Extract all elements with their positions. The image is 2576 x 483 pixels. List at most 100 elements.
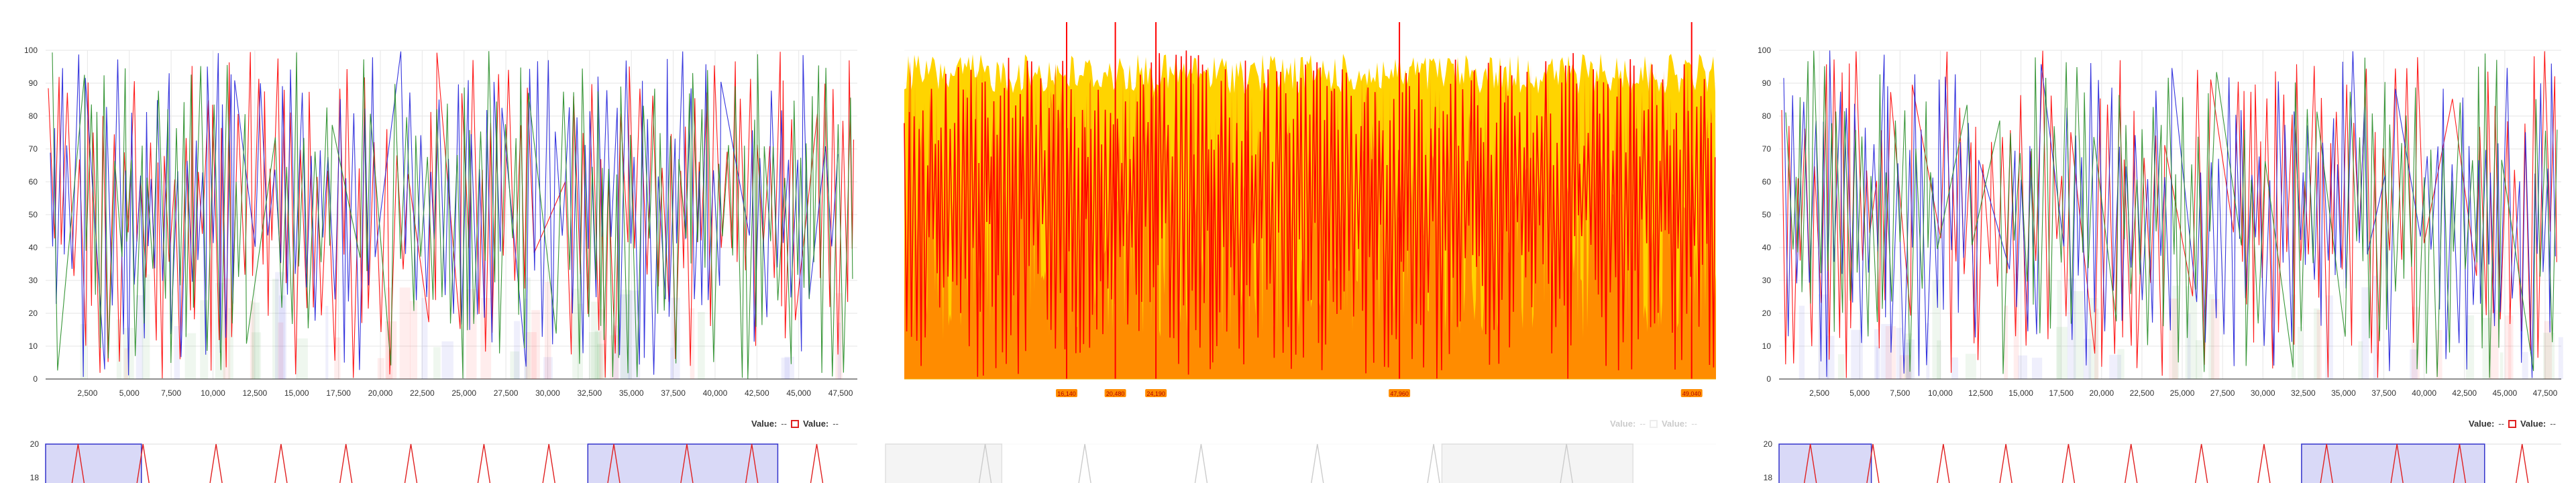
y-tick-label: 80 [1762, 111, 1772, 121]
legend-value: -- [2498, 419, 2504, 429]
x-tick-label: 40,000 [2412, 388, 2436, 398]
navigator-selection[interactable] [1779, 444, 1872, 483]
x-tick-label: 2,500 [1809, 388, 1829, 398]
line-chart-left[interactable]: 0 10 20 30 40 50 60 70 80 90 100 2,500 5,000 7,500 10,… [24, 46, 857, 398]
area-band [670, 347, 673, 379]
navigator-spike [1937, 444, 1949, 483]
area-band [610, 335, 619, 379]
x-tick-label: 12,500 [243, 388, 268, 398]
area-band [2032, 358, 2042, 379]
navigator-spike [405, 444, 417, 483]
area-band [421, 298, 427, 379]
y-tick-label: 10 [1762, 341, 1772, 351]
y-tick-label: 20 [29, 309, 38, 318]
navigator-spike [2516, 444, 2528, 483]
navigator-selection[interactable] [588, 444, 777, 483]
x-tick-label: 47,500 [828, 388, 853, 398]
y-tick-label: 10 [29, 341, 38, 351]
legend-middle: Value: -- Value: -- [1610, 419, 1697, 429]
area-band [1951, 358, 1958, 379]
y-tick-label: 90 [1762, 78, 1772, 88]
x-tick-label: 32,500 [577, 388, 602, 398]
area-band [378, 358, 384, 379]
x-tick-label: 17,500 [326, 388, 351, 398]
line-chart-right[interactable]: 0 10 20 30 40 50 60 70 80 90 100 2,500 5,000 7,500 10,… [1758, 46, 2563, 398]
navigator-y-tick: 20 [30, 439, 40, 449]
legend-value-2: -- [833, 419, 839, 429]
area-band [2074, 291, 2084, 379]
area-band [1932, 280, 1939, 379]
y-tick-label: 80 [29, 111, 38, 121]
navigator-spike [1195, 444, 1207, 483]
y-tick-label: 40 [1762, 243, 1772, 252]
legend-value-2: -- [2550, 419, 2556, 429]
area-band [784, 357, 794, 379]
area-band [1966, 354, 1976, 379]
navigator-middle[interactable] [885, 444, 1716, 483]
x-tick-label: 20,000 [368, 388, 393, 398]
area-band [252, 332, 261, 379]
area-band [1838, 354, 1845, 379]
x-tick-label: 42,500 [2452, 388, 2477, 398]
navigator-spike [1311, 444, 1324, 483]
navigator-selection[interactable] [46, 444, 142, 483]
marker-label: 47,960 [1390, 390, 1409, 397]
navigator-spike [2000, 444, 2012, 483]
navigator-spike [275, 444, 287, 483]
legend-left: Value: -- Value: -- [751, 419, 839, 429]
area-band [589, 332, 600, 379]
area-chart-middle[interactable]: 16,140 20,480 24,190 47,960 49,040 [904, 22, 1716, 397]
y-tick-label: 50 [1762, 210, 1772, 219]
y-tick-label: 60 [29, 177, 38, 186]
y-tick-label: 0 [33, 374, 38, 384]
x-tick-label: 27,500 [494, 388, 519, 398]
x-tick-label: 7,500 [1890, 388, 1910, 398]
x-tick-label: 22,500 [2130, 388, 2155, 398]
x-tick-label: 5,000 [1849, 388, 1870, 398]
marker-label: 20,480 [1106, 390, 1125, 397]
x-tick-label: 45,000 [786, 388, 811, 398]
area-band [325, 306, 328, 379]
navigator-spike [1079, 444, 1091, 483]
navigator-spike [543, 444, 555, 483]
area-band [2056, 327, 2068, 379]
area-band [433, 347, 441, 379]
navigator-selection[interactable] [1442, 444, 1633, 483]
legend-label: Value: [751, 419, 777, 429]
legend-swatch-icon[interactable] [2508, 420, 2516, 428]
area-band [514, 321, 520, 379]
x-tick-label: 32,500 [2291, 388, 2316, 398]
x-tick-label: 12,500 [1968, 388, 1993, 398]
x-tick-label: 25,000 [2170, 388, 2195, 398]
x-tick-label: 35,000 [619, 388, 644, 398]
y-tick-label: 60 [1762, 177, 1772, 186]
legend-right: Value: -- Value: -- [2469, 419, 2556, 429]
area-band [2018, 356, 2027, 379]
x-tick-label: 37,500 [661, 388, 686, 398]
area-band [1876, 347, 1880, 379]
x-tick-label: 15,000 [2008, 388, 2033, 398]
x-tick-label: 5,000 [119, 388, 140, 398]
legend-label-2: Value: [1662, 419, 1687, 429]
x-tick-label: 42,500 [745, 388, 769, 398]
area-band [545, 282, 551, 379]
navigator-y-tick: 20 [1764, 439, 1773, 449]
area-band [400, 288, 411, 379]
x-tick-label: 27,500 [2210, 388, 2235, 398]
navigator-spike [1428, 444, 1440, 483]
x-tick-label: 10,000 [201, 388, 225, 398]
legend-value: -- [781, 419, 787, 429]
x-tick-label: 7,500 [161, 388, 181, 398]
navigator-selection[interactable] [2302, 444, 2485, 483]
legend-label: Value: [1610, 419, 1635, 429]
area-band [2117, 349, 2124, 379]
marker-label: 16,140 [1057, 390, 1076, 397]
legend-swatch-icon[interactable] [1650, 420, 1658, 428]
navigator-spike [2258, 444, 2270, 483]
navigator-spike [2062, 444, 2074, 483]
legend-swatch-icon[interactable] [791, 420, 799, 428]
area-band [442, 341, 453, 379]
